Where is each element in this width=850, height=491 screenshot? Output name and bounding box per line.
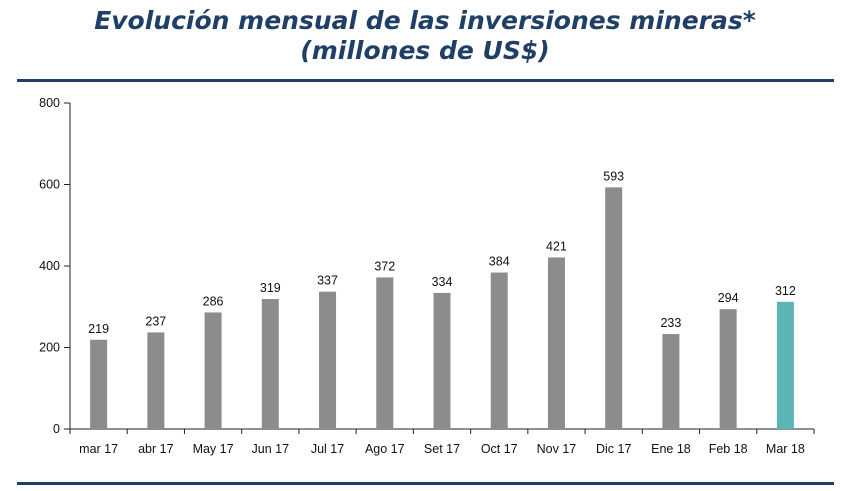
chart-title-line-2: (millones de US$) [300,36,550,65]
data-label: 372 [374,259,395,273]
bar [547,257,565,429]
x-tick-label: Feb 18 [709,442,748,456]
bar [605,187,623,429]
y-tick-label: 0 [53,422,60,436]
bar [719,309,737,429]
bar [776,301,794,429]
x-tick-label: Ene 18 [651,442,691,456]
x-tick-label: Dic 17 [596,442,631,456]
chart-title-line-1: Evolución mensual de las inversiones min… [94,6,756,35]
bar [662,334,680,429]
bar [376,277,394,429]
top-divider [17,79,834,82]
x-tick-label: Set 17 [424,442,460,456]
x-tick-label: Jul 17 [311,442,344,456]
x-tick-label: mar 17 [79,442,118,456]
x-tick-label: Nov 17 [537,442,577,456]
chart-bars [90,187,794,429]
bar [319,291,337,429]
data-label: 337 [317,274,338,288]
data-label: 286 [203,294,224,308]
data-label: 384 [489,255,510,269]
data-label: 219 [88,322,109,336]
y-tick-label: 400 [39,259,60,273]
chart-axes: 0 200 400 600 800 mar 17 abr 17 May 17 Jun 17 Jul… [39,96,815,456]
bar [490,272,508,429]
data-label: 593 [603,169,624,183]
y-tick-label: 600 [39,178,60,192]
chart-title: Evolución mensual de las inversiones min… [0,6,850,66]
bar [90,339,108,429]
x-tick-label: Jun 17 [252,442,290,456]
bottom-divider [17,482,834,485]
bar [261,299,279,429]
data-label: 319 [260,281,281,295]
y-tick-label: 800 [39,96,60,110]
bar [147,332,165,429]
data-label: 233 [660,316,681,330]
data-label: 312 [775,284,796,298]
x-tick-label: Mar 18 [766,442,805,456]
bar [433,292,451,429]
x-tick-label: Oct 17 [481,442,518,456]
data-label: 421 [546,239,567,253]
x-tick-label: Ago 17 [365,442,405,456]
data-label: 237 [145,314,166,328]
bar [204,312,222,429]
x-tick-label: abr 17 [138,442,173,456]
data-label: 294 [718,291,739,305]
x-tick-label: May 17 [193,442,234,456]
data-label: 334 [432,275,453,289]
y-tick-label: 200 [39,341,60,355]
chart-data-labels: 219 237 286 319 337 372 334 384 421 593 233 294 312 [88,169,796,335]
